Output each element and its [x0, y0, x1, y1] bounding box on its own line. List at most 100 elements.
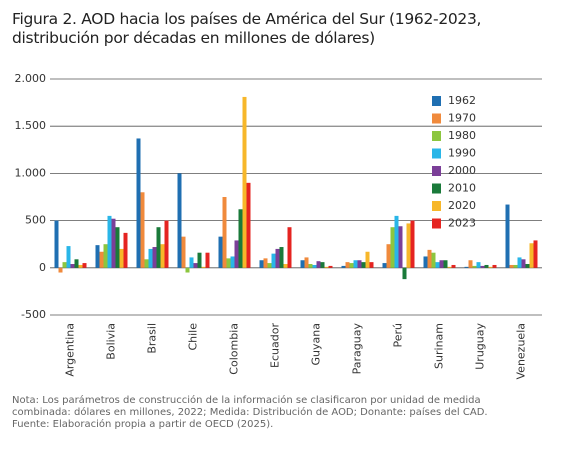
- bar: [431, 252, 436, 268]
- legend-label: 1980: [448, 129, 476, 142]
- bar: [267, 263, 272, 268]
- bar: [390, 227, 395, 268]
- bar: [443, 260, 448, 268]
- bar: [263, 258, 268, 268]
- bar: [529, 243, 534, 268]
- bar: [234, 240, 239, 268]
- legend-label: 2000: [448, 164, 476, 177]
- bar: [144, 259, 149, 268]
- x-tick-label: Argentina: [64, 323, 77, 377]
- bar: [505, 204, 510, 268]
- legend-swatch: [432, 183, 441, 194]
- y-tick-label: 1.000: [15, 166, 47, 179]
- bar: [230, 256, 235, 268]
- bar: [410, 220, 415, 268]
- bar: [349, 263, 354, 268]
- bar: [193, 263, 198, 268]
- note: Nota: Los parámetros de construcción de …: [12, 395, 488, 418]
- legend-swatch: [432, 166, 441, 176]
- bar: [275, 248, 280, 268]
- bar: [492, 264, 497, 268]
- bar: [402, 267, 407, 280]
- bar: [341, 265, 346, 268]
- x-tick-label: Ecuador: [269, 323, 282, 368]
- x-tick-label: Colombia: [228, 323, 241, 375]
- bar: [357, 260, 362, 268]
- bar: [353, 260, 358, 268]
- y-tick-label: -500: [21, 308, 46, 321]
- bar: [451, 264, 456, 268]
- bar: [427, 249, 432, 268]
- bar: [513, 264, 518, 268]
- bar: [107, 215, 112, 268]
- legend-label: 2023: [448, 217, 476, 230]
- bar: [181, 236, 186, 268]
- bar: [324, 266, 329, 268]
- bar: [111, 218, 116, 268]
- bar: [439, 260, 444, 268]
- legend-label: 1962: [448, 94, 476, 107]
- bar: [361, 262, 366, 268]
- y-tick-label: 2.000: [15, 72, 47, 85]
- bar: [66, 246, 71, 268]
- bar: [99, 251, 104, 268]
- bar: [95, 245, 100, 268]
- x-tick-label: Guyana: [310, 323, 323, 365]
- bar: [156, 227, 161, 268]
- bar: [283, 264, 288, 268]
- bar: [308, 264, 313, 268]
- bar: [300, 260, 305, 268]
- y-tick-label: 0: [39, 261, 46, 274]
- legend-label: 2020: [448, 199, 476, 212]
- x-tick-label: Brasil: [146, 323, 159, 354]
- bar: [185, 267, 190, 273]
- bar: [218, 236, 223, 268]
- bar: [484, 264, 489, 268]
- x-tick-label: Paraguay: [351, 323, 364, 375]
- bar: [222, 197, 227, 268]
- bar: [177, 173, 182, 268]
- source: Fuente: Elaboración propia a partir de O…: [12, 419, 274, 430]
- bar: [488, 266, 493, 268]
- bar: [58, 267, 63, 273]
- x-tick-label: Perú: [392, 323, 405, 348]
- bar: [525, 264, 530, 268]
- bar: [509, 264, 514, 268]
- bar: [259, 260, 264, 268]
- x-tick-label: Venezuela: [515, 323, 528, 380]
- bar: [398, 226, 403, 268]
- bar: [468, 260, 473, 268]
- bar: [287, 227, 292, 268]
- bar: [271, 253, 276, 268]
- bar: [328, 265, 333, 268]
- bar: [197, 252, 202, 268]
- legend-swatch: [432, 131, 441, 141]
- bar: [226, 258, 231, 268]
- bar: [160, 244, 165, 268]
- bar: [246, 182, 251, 268]
- bar: [74, 259, 79, 268]
- bar: [464, 266, 469, 268]
- bar: [62, 262, 67, 268]
- bar: [103, 244, 108, 268]
- legend-label: 2010: [448, 182, 476, 195]
- bar: [78, 264, 83, 268]
- x-tick-label: Surinam: [433, 323, 446, 369]
- bar: [394, 215, 399, 268]
- bar: [189, 257, 194, 268]
- bar: [365, 251, 370, 268]
- y-tick-label: 1.500: [15, 119, 47, 132]
- legend-swatch: [432, 218, 441, 229]
- bar: [152, 247, 157, 268]
- bar: [533, 240, 538, 268]
- bar: [386, 244, 391, 268]
- bar: [201, 266, 206, 268]
- bar: [345, 262, 350, 268]
- y-tick-label: 500: [25, 214, 46, 227]
- legend-swatch: [432, 96, 441, 106]
- bar: [123, 232, 128, 268]
- legend-swatch: [432, 113, 441, 124]
- bar: [406, 223, 411, 268]
